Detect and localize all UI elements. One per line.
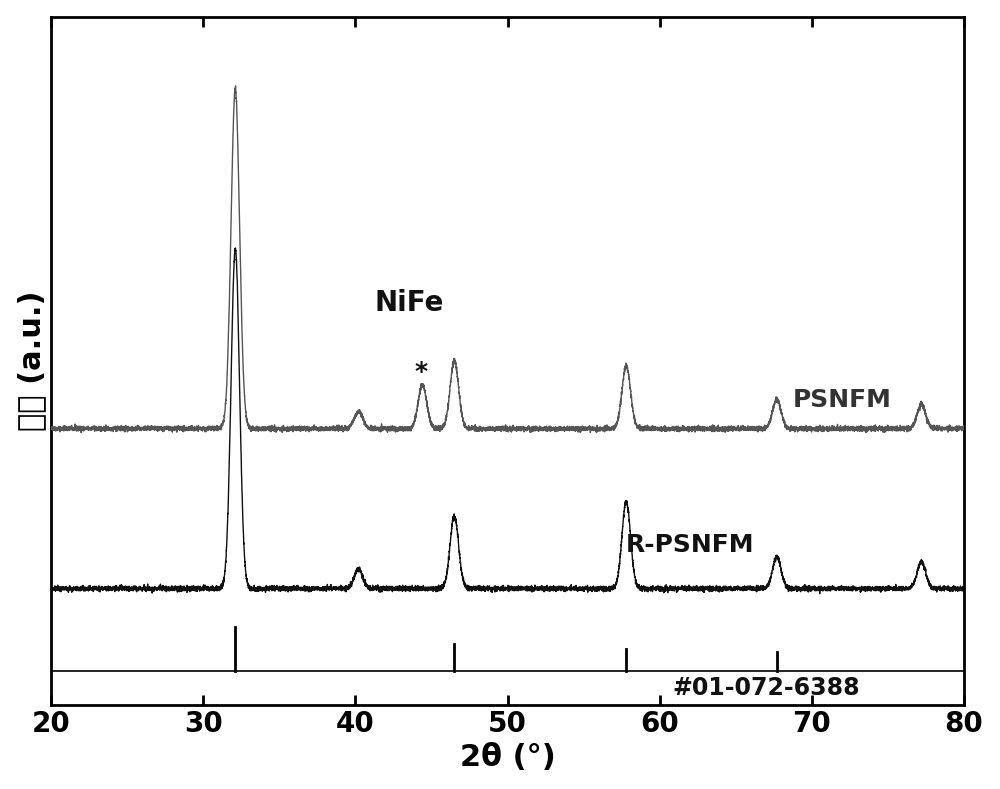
Text: #01-072-6388: #01-072-6388: [672, 676, 860, 700]
Y-axis label: 强度 (a.u.): 强度 (a.u.): [17, 290, 46, 431]
X-axis label: 2θ (°): 2θ (°): [460, 743, 555, 772]
Text: R-PSNFM: R-PSNFM: [626, 533, 754, 557]
Text: *: *: [414, 360, 427, 384]
Text: NiFe: NiFe: [374, 290, 443, 317]
Text: PSNFM: PSNFM: [793, 387, 892, 412]
